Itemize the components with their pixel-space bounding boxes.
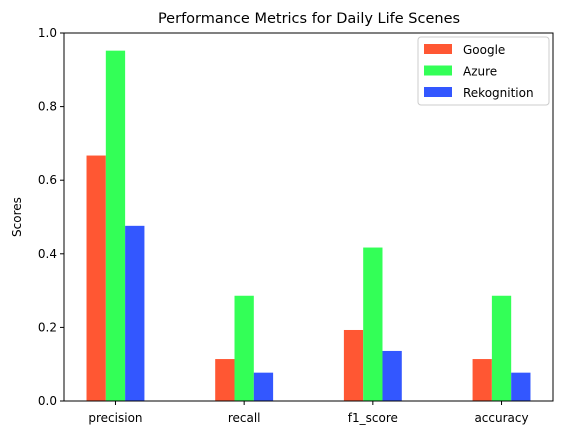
legend-swatch-azure <box>424 66 452 76</box>
bar-google-accuracy <box>473 359 492 401</box>
bar-rekognition-accuracy <box>511 373 530 401</box>
y-axis-label: Scores <box>10 197 24 237</box>
y-tick-label: 0.2 <box>38 320 57 334</box>
bar-rekognition-recall <box>254 373 273 401</box>
legend-label-rekognition: Rekognition <box>463 86 534 100</box>
legend-swatch-google <box>424 44 452 54</box>
legend: Google Azure Rekognition <box>418 37 549 105</box>
bar-azure-f1_score <box>363 248 382 401</box>
x-tick-label-accuracy: accuracy <box>474 411 528 425</box>
y-tick-label: 0.8 <box>38 100 57 114</box>
bar-azure-recall <box>235 296 254 401</box>
y-axis-ticks: 0.0 0.2 0.4 0.6 0.8 1.0 <box>38 26 64 408</box>
x-tick-label-precision: precision <box>88 411 142 425</box>
bar-azure-precision <box>106 51 125 401</box>
y-tick-label: 0.0 <box>38 394 57 408</box>
legend-label-google: Google <box>463 43 505 57</box>
bar-google-precision <box>87 156 106 401</box>
bar-google-recall <box>215 359 234 401</box>
chart-title: Performance Metrics for Daily Life Scene… <box>158 11 460 27</box>
bar-rekognition-precision <box>125 226 144 401</box>
x-tick-label-f1_score: f1_score <box>348 411 398 425</box>
y-tick-label: 0.4 <box>38 247 57 261</box>
bar-azure-accuracy <box>492 296 511 401</box>
legend-label-azure: Azure <box>463 65 497 79</box>
y-tick-label: 1.0 <box>38 26 57 40</box>
bar-google-f1_score <box>344 330 363 401</box>
bar-rekognition-f1_score <box>382 351 401 401</box>
x-tick-label-recall: recall <box>228 411 261 425</box>
y-tick-label: 0.6 <box>38 173 57 187</box>
legend-swatch-rekognition <box>424 87 452 97</box>
x-axis-ticks: precision recall f1_score accuracy <box>88 401 528 425</box>
